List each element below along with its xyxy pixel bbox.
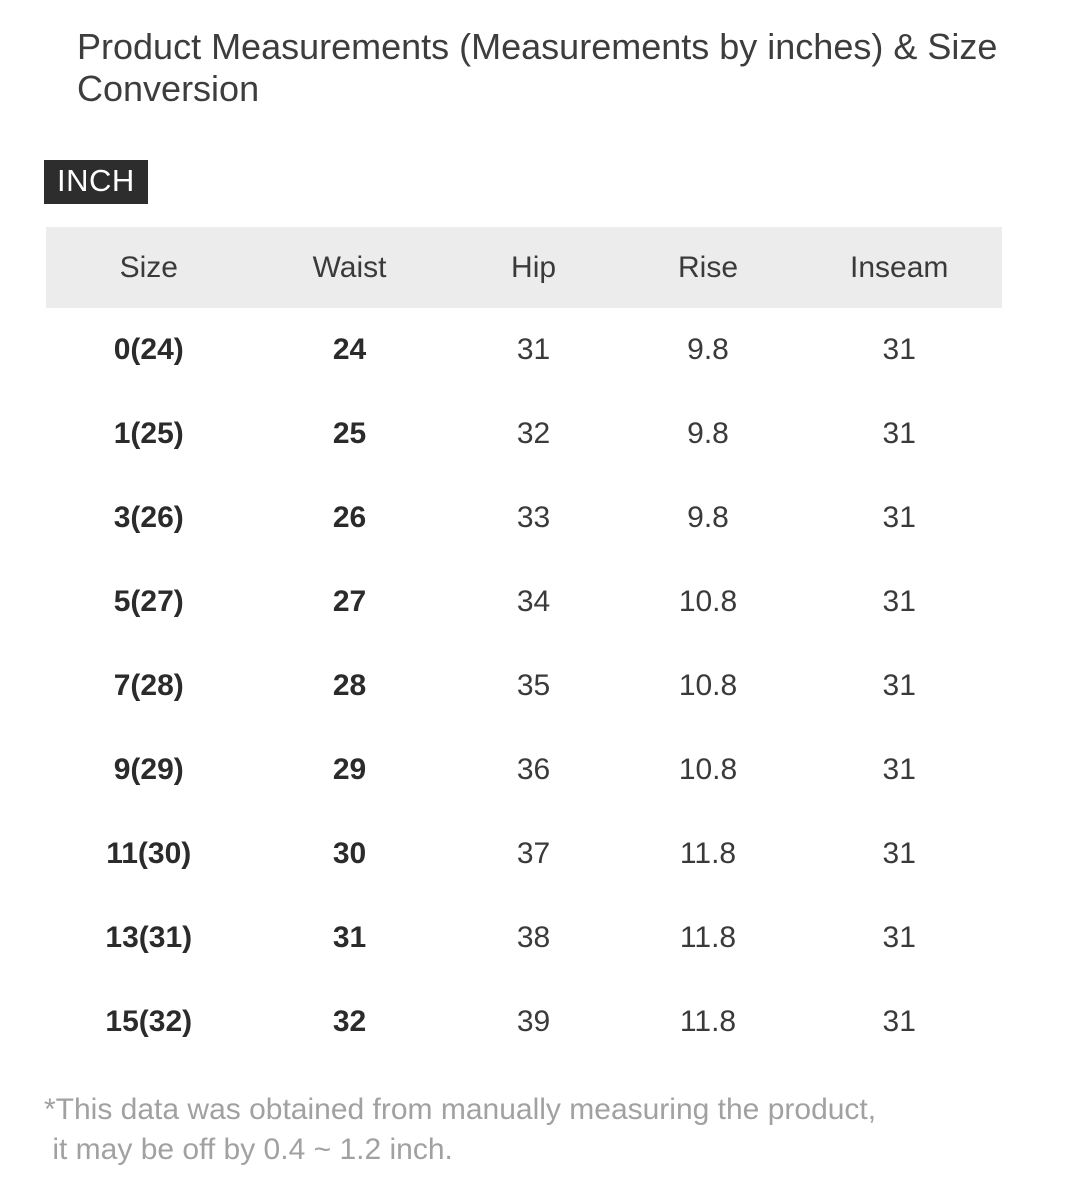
cell-rise: 11.8 [679,837,737,870]
cell-size: 7(28) [113,669,184,702]
column-header-waist: Waist [251,227,448,308]
cell-hip: 36 [516,753,551,786]
measurements-table: Size Waist Hip Rise Inseam 0(24) 24 31 9… [46,227,1002,1064]
cell-rise: 9.8 [687,333,729,366]
table-row: 15(32) 32 39 11.8 31 [46,980,1002,1064]
cell-waist: 31 [332,921,367,954]
cell-rise: 10.8 [678,753,738,786]
cell-size: 9(29) [113,753,184,786]
column-header-rise: Rise [619,227,797,308]
cell-size: 11(30) [106,837,192,870]
cell-waist: 24 [332,333,367,366]
cell-hip: 32 [516,417,551,450]
measurement-disclaimer: *This data was obtained from manually me… [44,1090,1040,1170]
cell-waist: 25 [332,417,367,450]
cell-waist: 30 [332,837,367,870]
cell-waist: 32 [332,1005,367,1038]
cell-hip: 31 [516,333,551,366]
cell-waist: 27 [332,585,367,618]
cell-size: 3(26) [113,501,184,534]
cell-inseam: 31 [882,333,916,366]
cell-inseam: 31 [882,1005,916,1038]
table-row: 9(29) 29 36 10.8 31 [46,728,1002,812]
cell-inseam: 31 [882,837,916,870]
cell-size: 5(27) [113,585,184,618]
cell-rise: 9.8 [687,501,729,534]
table-row: 0(24) 24 31 9.8 31 [46,308,1002,392]
table-row: 5(27) 27 34 10.8 31 [46,560,1002,644]
cell-size: 1(25) [113,417,184,450]
page-title: Product Measurements (Measurements by in… [77,26,998,109]
cell-waist: 26 [332,501,367,534]
cell-waist: 28 [332,669,367,702]
unit-badge-inch: INCH [44,160,148,204]
table-row: 3(26) 26 33 9.8 31 [46,476,1002,560]
cell-inseam: 31 [882,585,916,618]
table-row: 7(28) 28 35 10.8 31 [46,644,1002,728]
cell-size: 13(31) [105,921,193,954]
cell-hip: 37 [516,837,551,870]
cell-rise: 10.8 [678,585,738,618]
cell-inseam: 31 [882,417,916,450]
cell-rise: 10.8 [678,669,738,702]
table-row: 13(31) 31 38 11.8 31 [46,896,1002,980]
table-header-row: Size Waist Hip Rise Inseam [46,227,1002,308]
cell-rise: 11.8 [679,1005,737,1038]
disclaimer-line-1: *This data was obtained from manually me… [44,1093,877,1126]
column-header-inseam: Inseam [796,227,1002,308]
cell-inseam: 31 [882,921,916,954]
cell-inseam: 31 [882,753,916,786]
cell-hip: 35 [516,669,551,702]
size-chart-section: Product Measurements (Measurements by in… [0,26,1080,1170]
cell-inseam: 31 [882,501,916,534]
cell-waist: 29 [332,753,367,786]
cell-size: 15(32) [105,1005,193,1038]
cell-inseam: 31 [882,669,916,702]
cell-size: 0(24) [113,333,184,366]
column-header-size: Size [46,227,252,308]
cell-hip: 33 [516,501,551,534]
cell-hip: 38 [516,921,551,954]
cell-rise: 11.8 [679,921,737,954]
cell-hip: 39 [516,1005,551,1038]
disclaimer-line-2: it may be off by 0.4 ~ 1.2 inch. [44,1133,453,1166]
column-header-hip: Hip [447,227,620,308]
table-row: 1(25) 25 32 9.8 31 [46,392,1002,476]
cell-hip: 34 [516,585,551,618]
cell-rise: 9.8 [687,417,729,450]
table-row: 11(30) 30 37 11.8 31 [46,812,1002,896]
